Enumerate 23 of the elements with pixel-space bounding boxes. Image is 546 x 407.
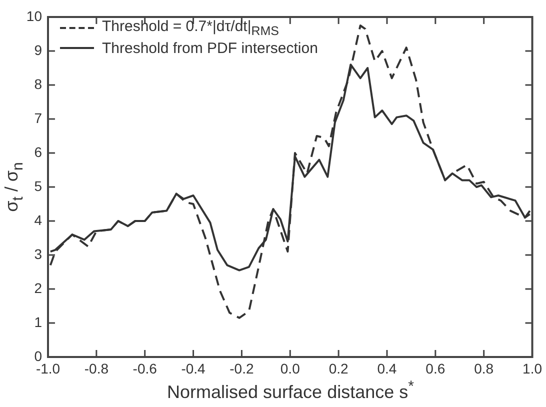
- x-tick-label: -0.4: [181, 360, 206, 376]
- y-tick-label: 10: [26, 8, 42, 24]
- y-tick-label: 2: [34, 280, 42, 296]
- x-tick-label: -0.2: [230, 360, 254, 376]
- x-tick-label: 1.0: [522, 360, 542, 376]
- y-tick-label: 3: [34, 246, 42, 262]
- text: Threshold = 0.7*|dτ/dt|$_{RMS}$: [102, 18, 280, 38]
- y-tick-label: 4: [34, 212, 42, 228]
- x-tick-label: 0.4: [377, 360, 397, 376]
- y-tick-label: 7: [34, 110, 42, 126]
- x-tick-label: 0.0: [280, 360, 300, 376]
- x-tick-label: 0.2: [328, 360, 349, 376]
- x-tick-label: -0.6: [132, 360, 158, 376]
- y-tick-label: 1: [34, 314, 42, 330]
- x-tick-label: 0.8: [474, 360, 494, 376]
- x-tick-label: -0.8: [84, 360, 109, 376]
- y-tick-label: 8: [34, 76, 42, 92]
- y-tick-label: 9: [34, 42, 42, 58]
- legend-label: Threshold from PDF intersection: [102, 40, 318, 56]
- x-tick-label: 0.6: [426, 360, 446, 376]
- x-axis-title: Normalised surface distance s$^{*}$: [166, 378, 415, 403]
- y-tick-label: 6: [34, 144, 42, 160]
- y-tick-label: 5: [34, 178, 42, 194]
